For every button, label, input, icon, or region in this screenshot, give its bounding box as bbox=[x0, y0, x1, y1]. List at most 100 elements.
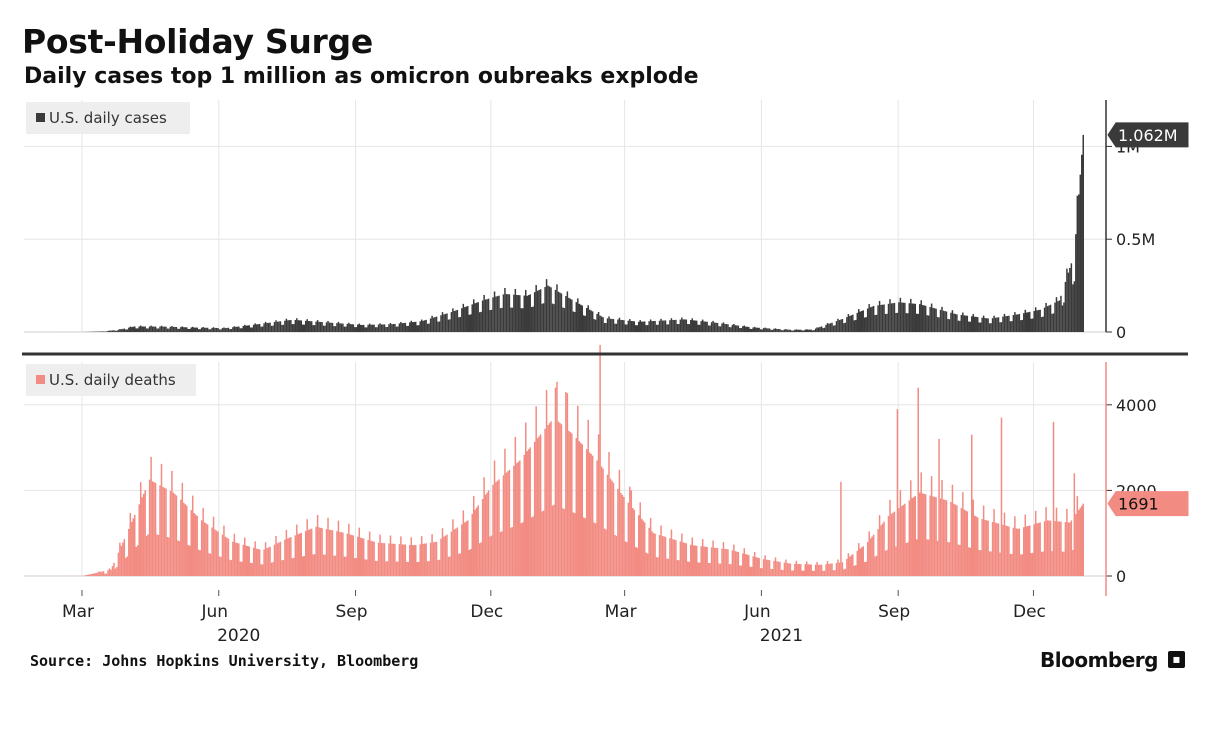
cases-bar bbox=[599, 315, 601, 332]
cases-bar bbox=[718, 326, 720, 332]
deaths-bar bbox=[584, 518, 586, 576]
deaths-bar bbox=[834, 570, 836, 576]
deaths-bar bbox=[98, 571, 100, 576]
cases-bar bbox=[957, 320, 960, 332]
deaths-bar bbox=[718, 563, 720, 576]
cases-bar bbox=[1048, 305, 1050, 332]
deaths-bar bbox=[666, 558, 668, 576]
cases-bar bbox=[685, 319, 688, 332]
cases-bar bbox=[527, 295, 530, 332]
cases-bar bbox=[997, 317, 1000, 332]
deaths-bar bbox=[307, 529, 310, 576]
cases-bar bbox=[484, 299, 487, 332]
deaths-bar bbox=[990, 551, 992, 576]
cases-bar bbox=[630, 320, 633, 332]
deaths-bar bbox=[575, 437, 578, 576]
deaths-bar bbox=[425, 543, 427, 576]
deaths-bar bbox=[611, 480, 613, 576]
cases-bar bbox=[895, 312, 897, 332]
deaths-bar bbox=[722, 542, 725, 576]
deaths-bar bbox=[239, 561, 242, 576]
cases-bar bbox=[999, 322, 1001, 332]
cases-bar bbox=[496, 296, 499, 332]
cases-bar bbox=[362, 324, 365, 332]
cases-bar bbox=[1075, 234, 1077, 332]
cases-bar bbox=[1079, 174, 1082, 332]
cases-bar bbox=[1063, 302, 1065, 332]
deaths-bar bbox=[1078, 509, 1080, 576]
cases-bar bbox=[688, 324, 691, 332]
deaths-bar bbox=[773, 560, 775, 576]
deaths-bar bbox=[1073, 473, 1076, 576]
deaths-bar bbox=[652, 533, 655, 576]
deaths-bar bbox=[737, 552, 740, 576]
deaths-bar bbox=[957, 544, 960, 576]
cases-bar bbox=[471, 304, 473, 332]
cases-bar bbox=[734, 325, 737, 332]
deaths-bar bbox=[502, 475, 505, 576]
deaths-bar bbox=[117, 552, 120, 576]
cases-bar bbox=[886, 313, 888, 332]
cases-bar bbox=[1052, 313, 1055, 332]
cases-bar bbox=[945, 311, 948, 332]
cases-bar bbox=[177, 328, 179, 332]
deaths-bar bbox=[468, 549, 471, 576]
cases-bar bbox=[236, 326, 239, 332]
cases-bar bbox=[786, 329, 789, 332]
deaths-bar bbox=[563, 508, 566, 576]
deaths-bar bbox=[157, 534, 160, 576]
deaths-bar bbox=[930, 476, 933, 576]
deaths-bar bbox=[507, 471, 509, 576]
cases-bar bbox=[713, 322, 716, 332]
cases-bar bbox=[276, 321, 279, 332]
deaths-bar bbox=[529, 447, 531, 576]
deaths-bar bbox=[660, 525, 662, 576]
cases-bar bbox=[340, 323, 343, 332]
cases-bar bbox=[623, 320, 625, 332]
cases-bar bbox=[841, 319, 844, 332]
deaths-bar bbox=[510, 527, 512, 576]
deaths-bar bbox=[254, 541, 256, 576]
cases-bar bbox=[392, 324, 395, 332]
deaths-bar bbox=[206, 524, 209, 576]
deaths-bar bbox=[96, 572, 99, 576]
cases-bar bbox=[391, 324, 393, 332]
deaths-bar bbox=[617, 488, 619, 576]
cases-bar bbox=[904, 302, 906, 332]
cases-bar bbox=[739, 327, 741, 332]
cases-bar bbox=[640, 321, 643, 332]
deaths-bar bbox=[410, 537, 413, 576]
deaths-bar bbox=[230, 560, 233, 576]
deaths-bar bbox=[871, 536, 873, 576]
cases-bar bbox=[933, 308, 936, 332]
deaths-bar bbox=[676, 560, 679, 576]
cases-bar bbox=[611, 318, 613, 332]
deaths-bar bbox=[269, 546, 271, 576]
cases-bar bbox=[174, 326, 176, 332]
deaths-bar bbox=[587, 419, 589, 576]
deaths-bar bbox=[581, 444, 583, 576]
deaths-bar bbox=[626, 542, 628, 576]
deaths-bar bbox=[325, 529, 328, 576]
deaths-bar bbox=[535, 406, 537, 576]
deaths-bar bbox=[571, 433, 573, 576]
cases-bar bbox=[165, 326, 167, 332]
cases-bar bbox=[156, 328, 158, 332]
cases-bar bbox=[1021, 319, 1024, 332]
deaths-bar bbox=[777, 561, 780, 576]
x-tick-label: Jun bbox=[200, 602, 228, 622]
cases-bar bbox=[614, 323, 616, 332]
cases-bar bbox=[657, 324, 659, 332]
cases-bar bbox=[745, 326, 747, 332]
deaths-bar bbox=[764, 555, 766, 576]
cases-bar bbox=[693, 320, 695, 332]
cases-bar bbox=[351, 324, 353, 332]
deaths-bar bbox=[165, 488, 167, 576]
cases-bar bbox=[660, 318, 662, 332]
cases-bar bbox=[691, 318, 694, 332]
cases-bar bbox=[1031, 318, 1034, 332]
deaths-bar bbox=[728, 564, 731, 576]
cases-bar bbox=[871, 306, 873, 332]
cases-bar bbox=[557, 291, 560, 332]
cases-bar bbox=[117, 329, 120, 332]
